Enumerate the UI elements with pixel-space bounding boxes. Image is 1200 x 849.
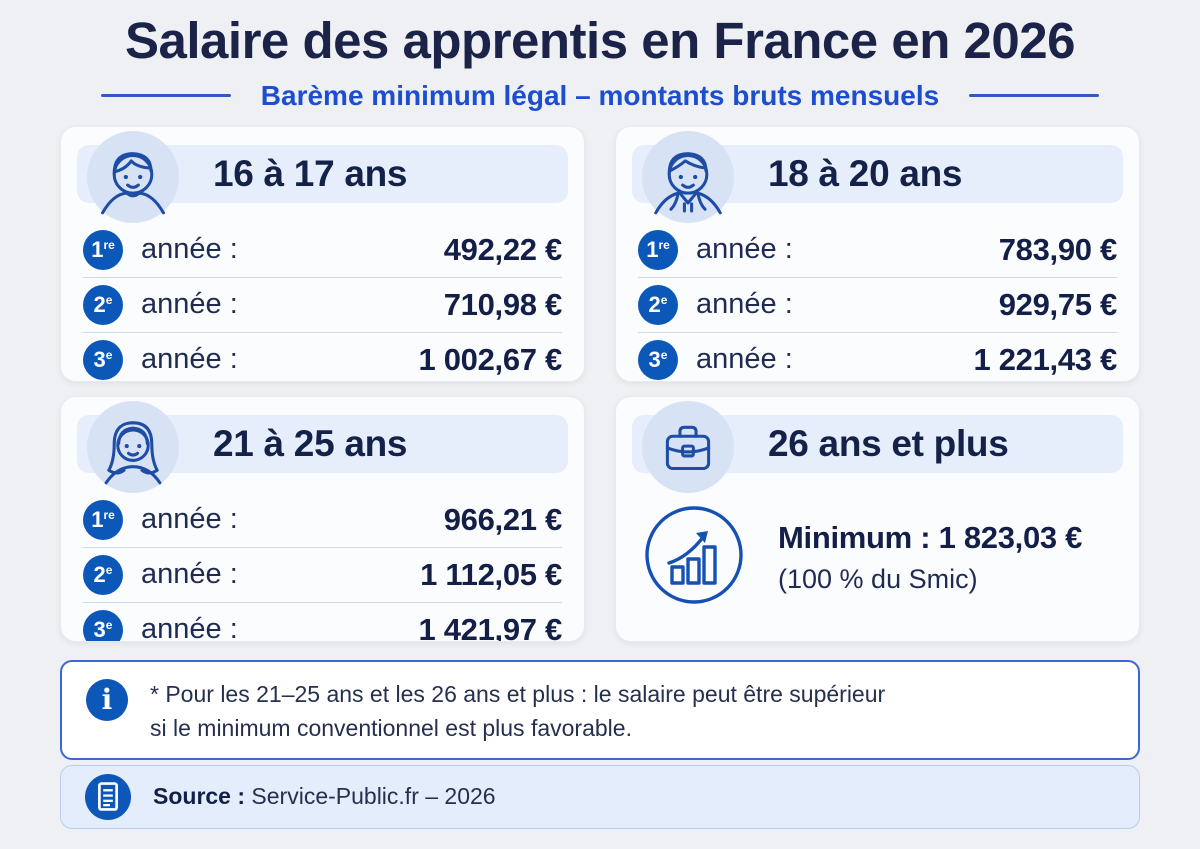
year-1-badge: 1 re — [638, 229, 678, 270]
source-text: Source : Service-Public.fr – 2026 — [153, 783, 496, 810]
page-header: Salaire des apprentis en France en 2026 … — [0, 0, 1200, 112]
salary-row-year1: 1 re année : 966,21 € — [83, 493, 562, 548]
card-title: 16 à 17 ans — [213, 152, 408, 194]
year-label: année : — [141, 343, 238, 376]
salary-value: 710,98 € — [443, 286, 563, 322]
page-subtitle: Barème minimum légal – montants bruts me… — [260, 79, 940, 111]
card-title: 18 à 20 ans — [768, 152, 963, 194]
year-label: année : — [141, 558, 238, 591]
salary-value: 1 112,05 € — [420, 556, 562, 592]
salary-value: 966,21 € — [443, 501, 563, 537]
year-label: année : — [141, 288, 238, 321]
growth-chart-icon — [642, 503, 746, 612]
year-1-badge: 1 re — [83, 229, 123, 270]
year-1-badge: 1 re — [83, 499, 123, 540]
subtitle-row: Barème minimum légal – montants bruts me… — [0, 80, 1200, 112]
card-header: 18 à 20 ans — [632, 130, 1123, 223]
minimum-value: Minimum : 1 823,03 € — [778, 519, 1083, 555]
salary-value: 1 221,43 € — [973, 341, 1117, 377]
year-label: année : — [696, 288, 793, 321]
salary-value: 492,22 € — [443, 231, 563, 267]
year-label: année : — [141, 613, 238, 642]
salary-value: 1 002,67 € — [418, 341, 562, 377]
card-title: 21 à 25 ans — [213, 422, 408, 464]
salary-row-year1: 1 re année : 492,22 € — [83, 223, 562, 278]
info-icon: i — [86, 678, 128, 721]
woman-avatar-icon — [87, 400, 179, 493]
young-man-hoodie-avatar-icon — [642, 130, 734, 223]
infographic-page: Salaire des apprentis en France en 2026 … — [0, 0, 1200, 829]
minimum-note: (100 % du Smic) — [778, 563, 978, 594]
card-header: 21 à 25 ans — [77, 400, 568, 493]
year-label: année : — [696, 233, 793, 266]
subtitle-left-line — [100, 94, 231, 98]
footnote-line-1: * Pour les 21–25 ans et les 26 ans et pl… — [150, 680, 886, 707]
year-label: année : — [141, 233, 238, 266]
source-box: Source : Service-Public.fr – 2026 — [60, 764, 1140, 829]
card-title: 26 ans et plus — [768, 422, 1009, 464]
salary-value: 929,75 € — [998, 286, 1118, 322]
footer: i * Pour les 21–25 ans et les 26 ans et … — [60, 659, 1140, 829]
adult-minimum-text: Minimum : 1 823,03 € (100 % du Smic) — [778, 520, 1082, 595]
salary-value: 1 421,97 € — [418, 611, 562, 642]
source-value: Service-Public.fr – 2026 — [245, 783, 496, 810]
card-header: 16 à 17 ans — [77, 130, 568, 223]
adult-minimum-block: Minimum : 1 823,03 € (100 % du Smic) — [642, 503, 1115, 612]
salary-value: 783,90 € — [998, 231, 1118, 267]
year-label: année : — [696, 343, 793, 376]
source-label: Source : — [153, 783, 246, 810]
teen-boy-avatar-icon — [87, 130, 179, 223]
info-note-box: i * Pour les 21–25 ans et les 26 ans et … — [60, 659, 1140, 760]
document-icon — [85, 773, 131, 820]
footnote-text: * Pour les 21–25 ans et les 26 ans et pl… — [150, 675, 885, 746]
briefcase-icon — [642, 400, 734, 493]
card-26-ans-et-plus: 26 ans et plus Minimum : 1 823,03 € (10 — [615, 395, 1140, 642]
salary-row-year1: 1 re année : 783,90 € — [638, 223, 1117, 278]
subtitle-right-line — [969, 94, 1100, 98]
card-header: 26 ans et plus — [632, 400, 1123, 493]
page-title: Salaire des apprentis en France en 2026 — [125, 12, 1075, 69]
year-label: année : — [141, 503, 238, 536]
footnote-line-2: si le minimum conventionnel est plus fav… — [150, 715, 632, 742]
